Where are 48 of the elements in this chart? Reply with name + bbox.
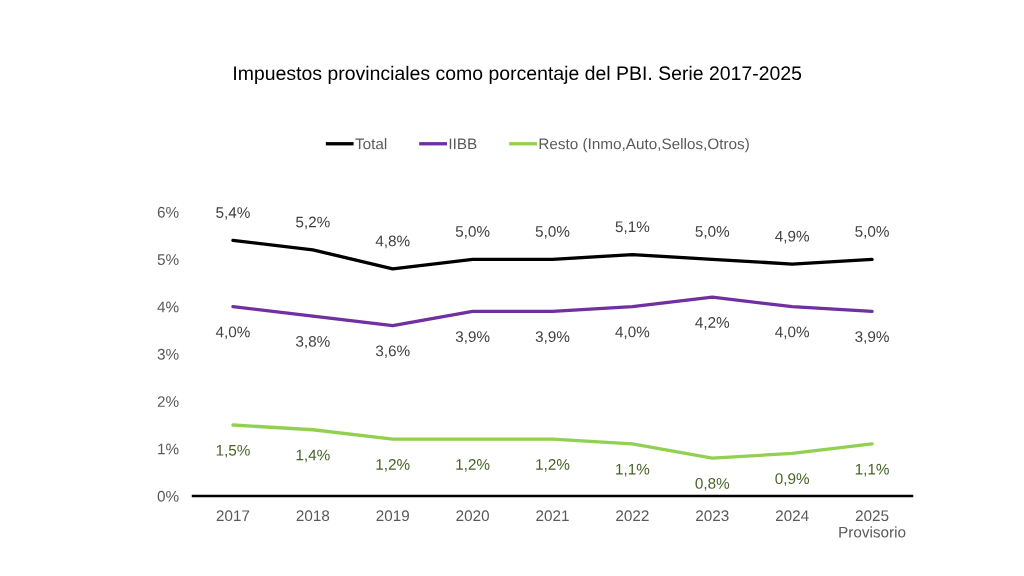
data-label: 5,0% <box>855 226 889 239</box>
y-tick-label: 2% <box>157 396 179 407</box>
y-tick-label: 6% <box>157 206 179 218</box>
data-label: 1,1% <box>616 463 650 477</box>
data-label: 3,9% <box>455 331 490 344</box>
x-tick-label: 2025 Provisorio <box>839 510 906 538</box>
x-tick-label: 2024 <box>775 510 809 522</box>
data-label: 1,2% <box>536 459 570 472</box>
x-tick-label: 2017 <box>216 510 250 522</box>
data-label: 4,8% <box>375 235 410 249</box>
x-tick-label: 2018 <box>296 510 330 522</box>
data-label: 1,2% <box>376 459 410 472</box>
chart-title: Impuestos provinciales como porcentaje del PBI. Serie 2017-2025 <box>234 65 802 84</box>
data-label: 5,1% <box>615 221 650 234</box>
data-label: 4,0% <box>615 326 650 340</box>
y-tick-label: 5% <box>157 254 179 266</box>
x-tick-label: 2020 <box>456 510 490 522</box>
data-label: 0,8% <box>695 477 730 491</box>
y-tick-label: 0% <box>157 490 179 502</box>
data-label: 5,0% <box>455 226 490 239</box>
data-label: 5,2% <box>296 216 330 230</box>
data-label: 4,9% <box>775 230 810 244</box>
legend-label: Resto (Inmo,Auto,Sellos,Otros) <box>539 138 749 153</box>
legend-label: IIBB <box>449 138 477 150</box>
data-label: 5,0% <box>535 226 570 239</box>
data-label: 4,0% <box>215 326 250 340</box>
x-tick-label: 2021 <box>536 510 569 522</box>
data-label: 5,0% <box>695 226 730 239</box>
x-tick-label: 2019 <box>376 510 409 522</box>
y-tick-label: 1% <box>158 443 179 455</box>
data-label: 1,4% <box>296 449 330 463</box>
legend-label: Total <box>355 138 387 150</box>
data-label: 3,9% <box>855 331 889 344</box>
line-series <box>231 295 874 328</box>
data-label: 4,0% <box>775 326 810 340</box>
data-label: 1,2% <box>456 459 490 472</box>
data-label: 4,2% <box>695 317 730 330</box>
y-tick-label: 4% <box>157 301 179 313</box>
data-label: 5,4% <box>216 207 250 220</box>
data-label: 3,8% <box>296 335 330 349</box>
data-label: 1,5% <box>216 444 250 458</box>
y-tick-label: 3% <box>157 348 179 360</box>
data-label: 0,9% <box>775 473 810 486</box>
data-label: 1,1% <box>855 463 889 477</box>
x-tick-label: 2022 <box>616 510 649 522</box>
x-tick-label: 2023 <box>696 510 729 522</box>
data-label: 3,9% <box>535 331 570 344</box>
data-label: 3,6% <box>375 345 410 359</box>
